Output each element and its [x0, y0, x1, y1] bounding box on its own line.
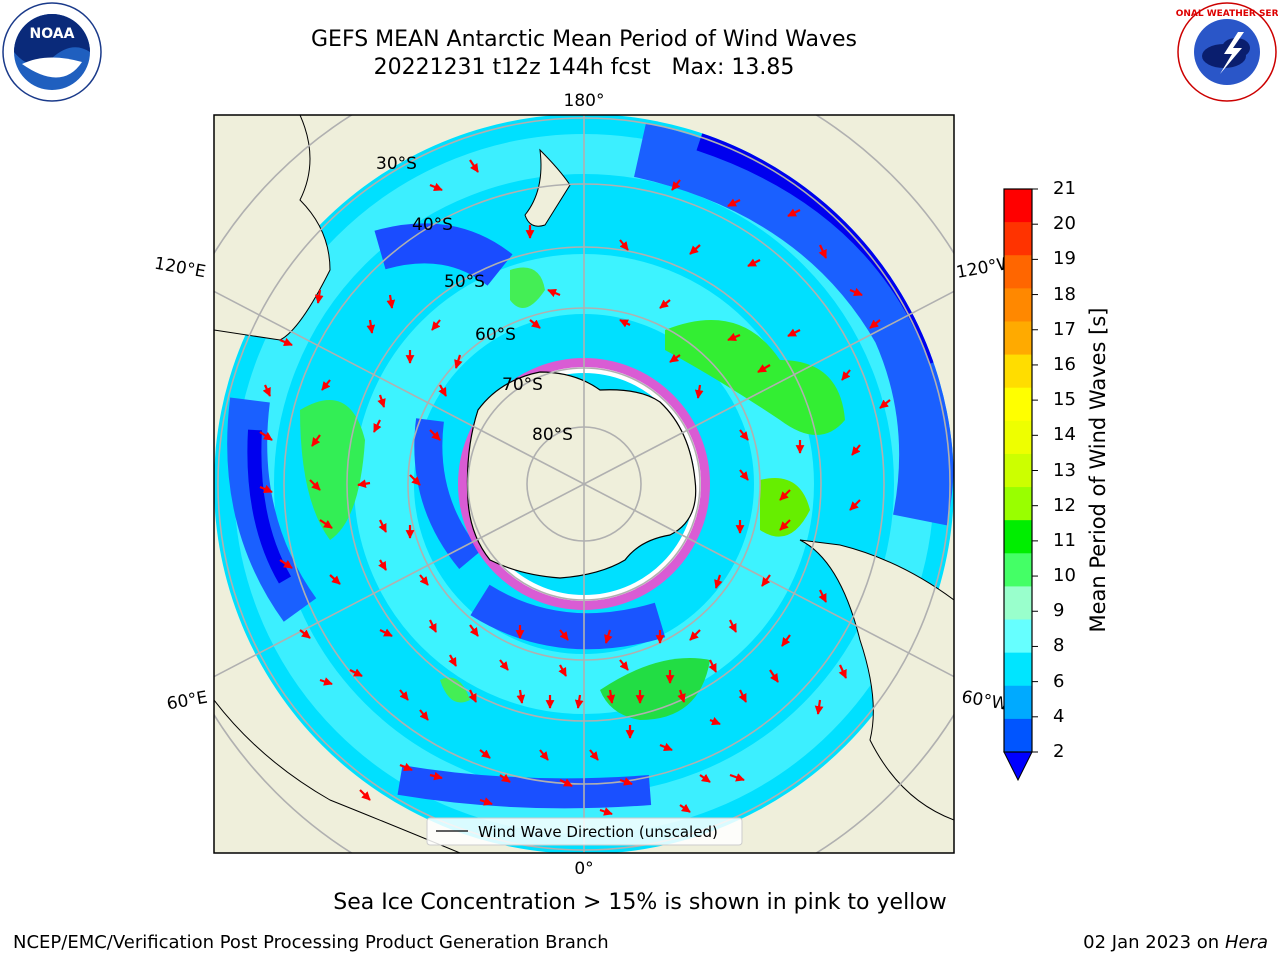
colorbar-band [1004, 487, 1032, 521]
legend-label: Wind Wave Direction (unscaled) [478, 823, 718, 841]
noaa-logo-text: NOAA [30, 26, 75, 42]
colorbar [1003, 188, 1038, 782]
lon-label-0: 0° [574, 859, 593, 879]
date-value: 02 Jan 2023 on [1083, 932, 1220, 953]
latitude-labels: 30°S 40°S 50°S 60°S 70°S 80°S [376, 154, 573, 445]
colorbar-band [1004, 354, 1032, 389]
chart-subtitle: 20221231 t12z 144h fcst Max: 13.85 [373, 55, 795, 80]
lat-label-40s: 40°S [412, 215, 453, 235]
colorbar-tick-label: 10 [1053, 565, 1076, 587]
colorbar-tick-label: 20 [1053, 213, 1076, 235]
graticule [214, 115, 954, 853]
sea-ice-note: Sea Ice Concentration > 15% is shown in … [333, 890, 947, 915]
colorbar-band [1004, 520, 1032, 554]
colorbar-tick-label: 2 [1053, 741, 1065, 762]
colorbar-band [1004, 652, 1032, 687]
colorbar-tick-label: 21 [1053, 178, 1076, 199]
colorbar-extend-arrow [1003, 751, 1033, 782]
colorbar-band [1004, 453, 1032, 488]
nws-logo-text: NATIONAL WEATHER SERVICE [1176, 9, 1278, 19]
colorbar-tick-label: 18 [1053, 283, 1076, 305]
noaa-logo: NOAA [2, 2, 102, 102]
map-legend: Wind Wave Direction (unscaled) [426, 817, 743, 846]
map-frame [213, 114, 955, 854]
colorbar-label: Mean Period of Wind Waves [s] [1086, 307, 1110, 633]
credit-text: NCEP/EMC/Verification Post Processing Pr… [13, 932, 609, 953]
lat-label-80s: 80°S [532, 425, 573, 445]
lat-label-30s: 30°S [376, 154, 417, 174]
australia-landmass [214, 115, 331, 341]
colorbar-band [1004, 321, 1032, 356]
chart-title: GEFS MEAN Antarctic Mean Period of Wind … [311, 27, 857, 52]
colorbar-tick-label: 12 [1053, 494, 1076, 516]
machine-name: Hera [1224, 932, 1268, 953]
lat-label-70s: 70°S [502, 375, 543, 395]
lon-label-120e: 120°E [153, 254, 207, 283]
map-area [214, 115, 954, 853]
lat-label-60s: 60°S [475, 325, 516, 345]
colorbar-tick-label: 13 [1053, 459, 1076, 481]
colorbar-band [1004, 387, 1032, 422]
colorbar-tick-label: 9 [1053, 600, 1065, 622]
nws-logo: NATIONAL WEATHER SERVICE [1176, 2, 1278, 102]
colorbar-band [1004, 189, 1032, 223]
colorbar-tick-label: 8 [1053, 635, 1065, 657]
colorbar-band [1004, 619, 1032, 654]
lat-label-50s: 50°S [444, 272, 485, 292]
colorbar-tick-label: 16 [1053, 353, 1076, 375]
new-zealand-landmass [524, 148, 571, 227]
colorbar-band [1004, 685, 1032, 720]
colorbar-band [1004, 255, 1032, 289]
colorbar-tick-label: 4 [1053, 705, 1065, 727]
lon-label-60e: 60°E [165, 688, 209, 715]
colorbar-tick-label: 14 [1053, 424, 1076, 446]
colorbar-band [1004, 553, 1032, 587]
wind-wave-arrows [259, 159, 891, 816]
colorbar-band [1004, 586, 1032, 621]
colorbar-tick-label: 15 [1053, 389, 1076, 411]
colorbar-band [1004, 718, 1032, 753]
south-america-landmass [799, 539, 954, 821]
lon-label-60w: 60°W [960, 687, 1010, 715]
colorbar-tick-label: 6 [1053, 670, 1065, 692]
colorbar-band [1004, 222, 1032, 256]
colorbar-tick-label: 19 [1053, 248, 1076, 270]
colorbar-band [1004, 420, 1032, 455]
colorbar-tick-label: 11 [1053, 529, 1076, 551]
date-text: 02 Jan 2023 on Hera [1083, 932, 1268, 953]
lon-label-180: 180° [564, 91, 605, 111]
colorbar-band [1004, 288, 1032, 322]
colorbar-tick-label: 17 [1053, 318, 1076, 340]
